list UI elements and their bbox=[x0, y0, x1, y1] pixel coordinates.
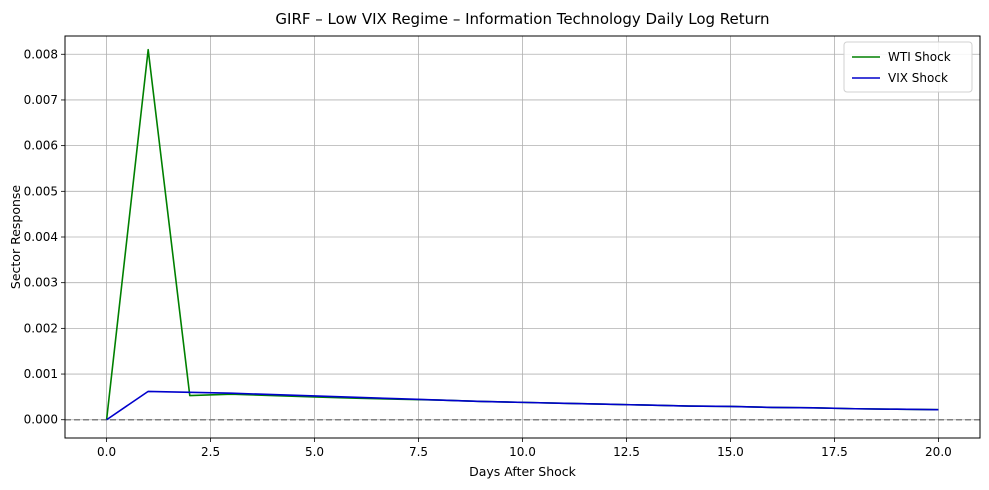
x-tick-label: 15.0 bbox=[717, 445, 744, 459]
x-tick-label: 5.0 bbox=[305, 445, 324, 459]
grid bbox=[65, 36, 980, 438]
y-tick-label: 0.003 bbox=[24, 276, 58, 290]
y-tick-label: 0.006 bbox=[24, 139, 58, 153]
x-tick-label: 0.0 bbox=[97, 445, 116, 459]
x-tick-label: 17.5 bbox=[821, 445, 848, 459]
y-tick-label: 0.008 bbox=[24, 47, 58, 61]
y-tick-label: 0.002 bbox=[24, 321, 58, 335]
y-tick-label: 0.005 bbox=[24, 184, 58, 198]
x-tick-label: 20.0 bbox=[925, 445, 952, 459]
legend-label: VIX Shock bbox=[888, 71, 948, 85]
y-axis-label: Sector Response bbox=[8, 185, 23, 290]
series-lines bbox=[105, 48, 939, 421]
chart-title: GIRF – Low VIX Regime – Information Tech… bbox=[275, 10, 769, 28]
y-tick-label: 0.007 bbox=[24, 93, 58, 107]
y-axis-ticks: 0.000 0.001 0.002 0.003 0.004 0.005 0.006 0.007… bbox=[24, 47, 65, 427]
y-tick-label: 0.000 bbox=[24, 413, 58, 427]
legend: WTI Shock VIX Shock bbox=[843, 41, 973, 93]
x-tick-label: 12.5 bbox=[613, 445, 640, 459]
y-tick-label: 0.001 bbox=[24, 367, 58, 381]
y-tick-label: 0.004 bbox=[24, 230, 58, 244]
legend-box bbox=[843, 41, 973, 93]
x-axis-label: Days After Shock bbox=[469, 464, 577, 479]
x-tick-label: 7.5 bbox=[409, 445, 428, 459]
x-axis-ticks: 0.0 2.5 5.0 7.5 10.0 12.5 15.0 17.5 20.0 bbox=[97, 438, 952, 459]
legend-label: WTI Shock bbox=[888, 50, 951, 64]
x-tick-label: 2.5 bbox=[201, 445, 220, 459]
x-tick-label: 10.0 bbox=[509, 445, 536, 459]
series-line-vix-shock bbox=[106, 390, 939, 421]
